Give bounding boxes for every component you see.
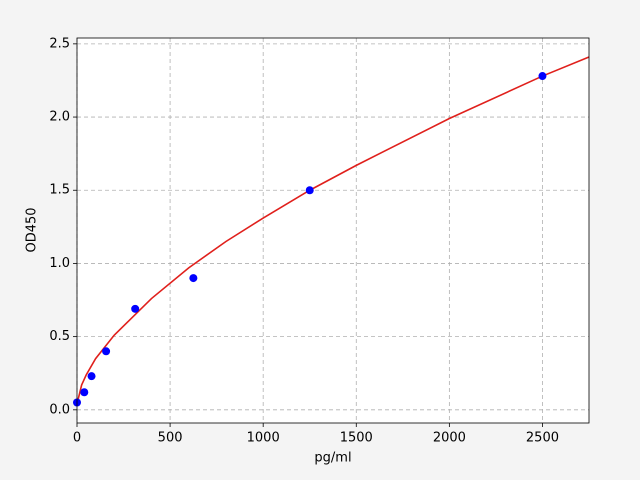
data-point <box>87 372 96 381</box>
y-tick-label: 0.5 <box>49 329 70 344</box>
y-tick-label: 0.0 <box>49 402 70 417</box>
data-point <box>538 72 547 81</box>
data-point <box>189 274 198 283</box>
grid-layer <box>76 38 589 423</box>
data-point <box>102 347 111 356</box>
x-axis-label: pg/ml <box>314 451 351 466</box>
plot-area <box>77 38 589 423</box>
x-tick-label: 1500 <box>340 431 373 446</box>
data-point <box>305 186 314 195</box>
y-tick-label: 2.0 <box>49 110 70 125</box>
x-tick-label: 1000 <box>247 431 280 446</box>
fit-curve <box>76 56 590 405</box>
x-tick-label: 500 <box>158 431 183 446</box>
data-point <box>80 388 89 397</box>
y-tick-label: 1.5 <box>49 183 70 198</box>
marks-layer <box>73 56 590 407</box>
x-tick-label: 0 <box>73 431 81 446</box>
y-tick-label: 1.0 <box>49 256 70 271</box>
x-tick-label: 2000 <box>433 431 466 446</box>
y-axis-label: OD450 <box>25 207 40 252</box>
x-tick-label: 2500 <box>526 431 559 446</box>
plot-frame <box>76 37 590 424</box>
data-point <box>131 304 140 313</box>
y-tick-label: 2.5 <box>49 36 70 51</box>
